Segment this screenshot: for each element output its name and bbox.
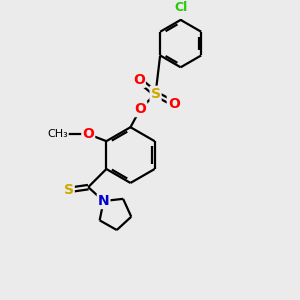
Text: S: S — [151, 87, 160, 101]
Text: O: O — [133, 73, 145, 87]
Text: N: N — [98, 194, 109, 208]
Text: O: O — [82, 127, 94, 141]
Text: S: S — [64, 183, 74, 197]
Text: CH₃: CH₃ — [47, 129, 68, 139]
Text: O: O — [134, 102, 146, 116]
Text: Cl: Cl — [174, 1, 187, 14]
Text: O: O — [168, 97, 180, 110]
